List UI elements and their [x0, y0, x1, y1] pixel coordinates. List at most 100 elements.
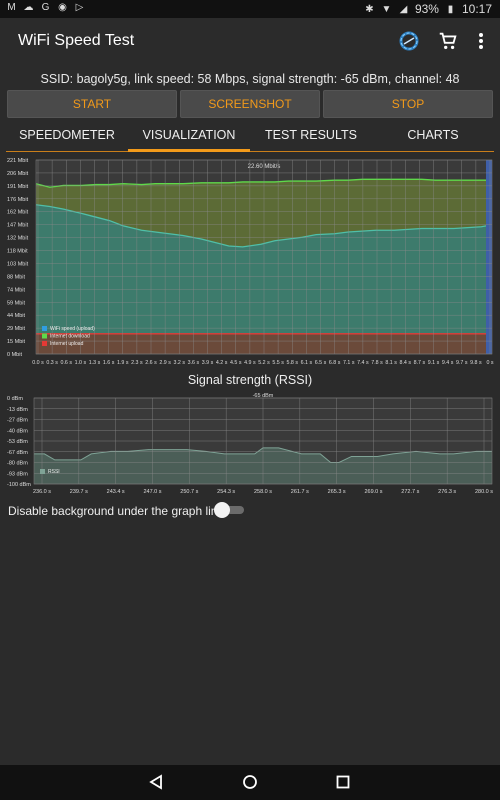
x-tick-label: 6.5 s — [315, 360, 327, 366]
x-tick-label: 4.9 s — [244, 360, 256, 366]
x-tick-label: 3.6 s — [188, 360, 200, 366]
x-tick-label: 2.9 s — [159, 360, 171, 366]
x-tick-label: 2.3 s — [131, 360, 143, 366]
gmail-icon: M — [7, 2, 16, 13]
y-tick-label: -100 dBm — [7, 482, 31, 488]
x-tick-label: 2.6 s — [145, 360, 157, 366]
x-tick-label: 0.3 s — [46, 360, 58, 366]
background-toggle-label: Disable background under the graph line — [8, 504, 225, 518]
x-tick-label: 5.5 s — [272, 360, 284, 366]
x-tick-label: 250.7 s — [180, 489, 198, 495]
no-sim-icon: ◢ — [399, 3, 408, 15]
start-button[interactable]: START — [7, 90, 177, 118]
wifi-scan-icon[interactable] — [398, 30, 420, 52]
rssi-chart-title: Signal strength (RSSI) — [187, 373, 313, 387]
toggle-track — [220, 506, 244, 514]
x-tick-label: 1.0 s — [75, 360, 87, 366]
rssi-chart: -65 dBm 0 dBm -13 dBm -27 dBm -40 dBm -53 dBm… — [7, 393, 493, 495]
rssi-current-value: -65 dBm — [253, 393, 274, 399]
x-tick-label: 9.8 s — [470, 360, 482, 366]
y-tick-label: -27 dBm — [7, 418, 28, 424]
system-icons: ✱ ▼ ◢ 93% ▮ 10:17 — [364, 2, 492, 16]
y-tick-label: 221 Mbit — [7, 158, 29, 164]
tab-visualization[interactable]: VISUALIZATION — [142, 128, 236, 142]
wifi-icon: ▼ — [381, 3, 392, 15]
y-tick-label: -40 dBm — [7, 428, 28, 434]
back-icon[interactable] — [148, 774, 164, 790]
y-tick-label: 118 Mbit — [7, 249, 28, 255]
plot-right-strip — [486, 160, 492, 354]
y-tick-label: -80 dBm — [7, 461, 28, 467]
y-tick-label: 162 Mbit — [7, 210, 29, 216]
google-icon: G — [41, 2, 50, 13]
x-tick-label: 7.4 s — [357, 360, 369, 366]
chrome-icon: ◉ — [58, 2, 67, 13]
legend-label: RSSI — [48, 469, 60, 475]
y-tick-label: 176 Mbit — [7, 197, 29, 203]
x-tick-label: 8.4 s — [400, 360, 412, 366]
y-tick-label: 0 Mbit — [7, 352, 22, 358]
background-toggle-switch[interactable] — [214, 502, 244, 518]
stop-button[interactable]: STOP — [323, 90, 493, 118]
rssi-line — [34, 447, 492, 463]
plot-border — [35, 159, 493, 355]
play-icon: ▷ — [75, 2, 84, 13]
x-tick-label: 265.3 s — [328, 489, 346, 495]
background-toggle-row: Disable background under the graph line — [8, 501, 248, 521]
app-bar: WiFi Speed Test — [0, 18, 500, 64]
x-tick-label: 9.1 s — [428, 360, 440, 366]
clock: 10:17 — [461, 2, 492, 16]
x-tick-label: 5.2 s — [258, 360, 270, 366]
x-tick-label: 7.1 s — [343, 360, 355, 366]
y-tick-label: 74 Mbit — [7, 287, 26, 293]
y-tick-label: 206 Mbit — [7, 171, 29, 177]
home-icon[interactable] — [242, 774, 258, 790]
x-tick-label: 280.0 s — [475, 489, 493, 495]
app-title: WiFi Speed Test — [18, 32, 135, 49]
y-tick-label: -93 dBm — [7, 471, 28, 477]
x-tick-label: 247.0 s — [143, 489, 161, 495]
x-tick-label: 0.6 s — [61, 360, 73, 366]
y-tick-label: 103 Mbit — [7, 261, 29, 267]
x-tick-label: 1.3 s — [89, 360, 101, 366]
y-tick-label: 44 Mbit — [7, 313, 26, 319]
y-tick-label: 15 Mbit — [7, 339, 26, 345]
y-tick-label: 29 Mbit — [7, 326, 26, 332]
x-tick-label: 1.9 s — [117, 360, 129, 366]
tab-test-results[interactable]: TEST RESULTS — [265, 128, 357, 142]
x-tick-label: 3.9 s — [202, 360, 214, 366]
upload-series-area — [36, 333, 486, 354]
status-bar: M ☁ G ◉ ▷ ✱ ▼ ◢ 93% ▮ 10:17 — [0, 0, 500, 18]
tab-charts[interactable]: CHARTS — [407, 128, 459, 142]
cart-icon[interactable] — [437, 30, 459, 52]
battery-level: 93% — [414, 2, 439, 16]
x-tick-label: 254.3 s — [217, 489, 235, 495]
x-tick-label: 258.0 s — [254, 489, 272, 495]
y-tick-label: -53 dBm — [7, 439, 28, 445]
x-tick-label: 269.0 s — [364, 489, 382, 495]
x-tick-label: 8.7 s — [414, 360, 426, 366]
battery-icon: ▮ — [447, 3, 454, 15]
navigation-bar — [0, 765, 500, 800]
y-tick-label: 0 dBm — [7, 396, 23, 402]
x-tick-label: 1.6 s — [103, 360, 115, 366]
y-tick-label: 88 Mbit — [7, 274, 26, 280]
y-tick-label: -13 dBm — [7, 407, 28, 413]
y-tick-label: 132 Mbit — [7, 236, 29, 242]
x-tick-label: 6.8 s — [329, 360, 341, 366]
recents-icon[interactable] — [335, 774, 351, 790]
screenshot-button[interactable]: SCREENSHOT — [180, 90, 320, 118]
x-tick-label: 243.4 s — [107, 489, 125, 495]
x-tick-label: 5.8 s — [287, 360, 299, 366]
toggle-thumb — [214, 502, 230, 518]
legend-swatch — [42, 333, 47, 339]
legend-swatch — [42, 326, 47, 331]
more-vert-icon[interactable] — [470, 30, 492, 52]
x-tick-label: 7.8 s — [371, 360, 383, 366]
tab-speedometer[interactable]: SPEEDOMETER — [19, 128, 115, 142]
y-tick-label: 191 Mbit — [7, 184, 29, 190]
x-tick-label: 3.2 s — [174, 360, 186, 366]
legend-label: WiFi speed (upload) — [50, 326, 95, 332]
legend-label: Internet upload — [50, 341, 84, 347]
